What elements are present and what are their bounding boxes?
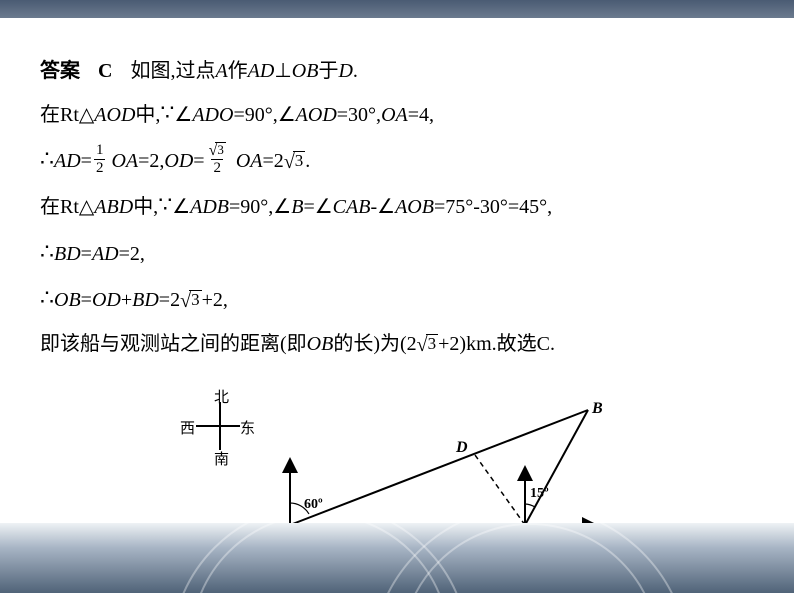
ang-cab: CAB <box>333 186 371 228</box>
answer-choice: C <box>98 50 112 92</box>
txt: +2, <box>202 279 228 321</box>
triangle-sym: △ <box>79 186 94 228</box>
frac-root3-2: √3 2 <box>207 142 228 176</box>
txt: 中, <box>135 94 160 136</box>
txt: . <box>305 140 310 182</box>
label-b: B <box>591 400 603 417</box>
seg-ob: OB <box>54 279 81 321</box>
seg-od: OD <box>164 140 193 182</box>
line-7: 即该船与观测站之间的距离(即 OB 的长)为(2 √3 +2)km.故选C. <box>40 323 750 365</box>
angle-sym: ∠ <box>278 94 296 136</box>
seg-ad: AD <box>248 50 275 92</box>
frac-den: 2 <box>211 159 223 176</box>
txt: 即该船与观测站之间的距离(即 <box>40 323 307 365</box>
txt: =75°-30°=45°, <box>434 186 552 228</box>
sqrt-icon: √3 <box>180 290 201 310</box>
ang-aod: AOD <box>296 94 337 136</box>
txt: =4, <box>408 94 434 136</box>
compass-east: 东 <box>240 417 255 438</box>
angle-sym: ∠ <box>174 94 192 136</box>
eq: = <box>303 186 314 228</box>
txt: =2 <box>263 140 284 182</box>
ang-adb: ADB <box>190 186 229 228</box>
txt: 中, <box>133 186 158 228</box>
therefore-sym: ∴ <box>40 136 54 182</box>
bottom-band <box>0 523 794 593</box>
point-a: A <box>215 50 227 92</box>
point-d: D <box>338 50 352 92</box>
frac-den: 2 <box>94 159 106 176</box>
eq: = <box>81 279 92 321</box>
seg-bd: BD <box>54 233 81 275</box>
txt: 于 <box>318 50 338 92</box>
frac-num: 1 <box>94 143 106 159</box>
sqrt-icon: √3 <box>417 334 438 354</box>
seg-od: OD <box>92 279 121 321</box>
txt: =2, <box>119 233 145 275</box>
seg-ad: AD <box>54 140 81 182</box>
ang-b: B <box>291 186 303 228</box>
compass-icon: 北 南 东 西 <box>180 390 260 470</box>
txt: =2 <box>159 279 180 321</box>
line-answer: 答案 C 如图,过点 A 作 AD ⊥ OB 于 D . <box>40 50 750 92</box>
minus: - <box>370 186 377 228</box>
seg-bd: BD <box>132 279 159 321</box>
angle-sym: ∠ <box>377 186 395 228</box>
seg-oa: OA <box>236 140 263 182</box>
line-3: ∴ AD = 1 2 OA =2, OD = √3 2 OA =2 √3 . <box>40 138 750 184</box>
txt: =90°, <box>233 94 277 136</box>
txt: 的长)为(2 <box>333 323 416 365</box>
tri-abd: ABD <box>94 186 133 228</box>
therefore-sym: ∴ <box>40 275 54 321</box>
sqrt-icon: √3 <box>209 142 226 158</box>
txt: 在Rt <box>40 94 79 136</box>
txt: 如图,过点 <box>130 50 215 92</box>
frac-num: √3 <box>207 142 228 159</box>
eq: = <box>81 233 92 275</box>
seg-oa: OA <box>381 94 408 136</box>
txt: =90°, <box>229 186 273 228</box>
ang-ado: ADO <box>192 94 233 136</box>
eq: = <box>193 140 204 182</box>
triangle-sym: △ <box>79 94 94 136</box>
label-15: 15º <box>530 486 549 501</box>
therefore-sym: ∴ <box>40 229 54 275</box>
because-sym: ∵ <box>158 182 172 228</box>
txt: +2)km.故选C. <box>438 323 555 365</box>
seg-ob: OB <box>307 323 334 365</box>
label-60: 60º <box>304 497 323 512</box>
line-4: 在Rt △ ABD 中, ∵ ∠ ADB =90°, ∠ B = ∠ CAB -… <box>40 184 750 230</box>
eq: = <box>81 140 92 182</box>
label-d: D <box>455 439 468 456</box>
seg-ad: AD <box>92 233 119 275</box>
seg-oa: OA <box>111 140 138 182</box>
seg-ob: OB <box>292 50 319 92</box>
plus: + <box>121 279 132 321</box>
compass-north: 北 <box>214 386 229 407</box>
txt: =2, <box>138 140 164 182</box>
frac-half: 1 2 <box>94 143 106 176</box>
tri-aod: AOD <box>94 94 135 136</box>
line-2: 在Rt △ AOD 中, ∵ ∠ ADO =90°, ∠ AOD =30°, O… <box>40 92 750 138</box>
ang-aob: AOB <box>395 186 434 228</box>
line-6: ∴ OB = OD + BD =2 √3 +2, <box>40 277 750 323</box>
perp: ⊥ <box>274 50 291 92</box>
solution-content: 答案 C 如图,过点 A 作 AD ⊥ OB 于 D . 在Rt △ AOD 中… <box>40 50 750 365</box>
txt: 作 <box>228 50 248 92</box>
txt: =30°, <box>337 94 381 136</box>
compass-south: 南 <box>214 448 229 469</box>
angle-sym: ∠ <box>273 186 291 228</box>
because-sym: ∵ <box>160 90 174 136</box>
top-band <box>0 0 794 18</box>
sqrt-icon: √3 <box>284 151 305 171</box>
answer-label: 答案 <box>40 50 80 92</box>
angle-sym: ∠ <box>315 186 333 228</box>
line-5: ∴ BD = AD =2, <box>40 231 750 277</box>
angle-sym: ∠ <box>172 186 190 228</box>
txt: 在Rt <box>40 186 79 228</box>
compass-west: 西 <box>180 417 195 438</box>
txt: . <box>353 50 358 92</box>
